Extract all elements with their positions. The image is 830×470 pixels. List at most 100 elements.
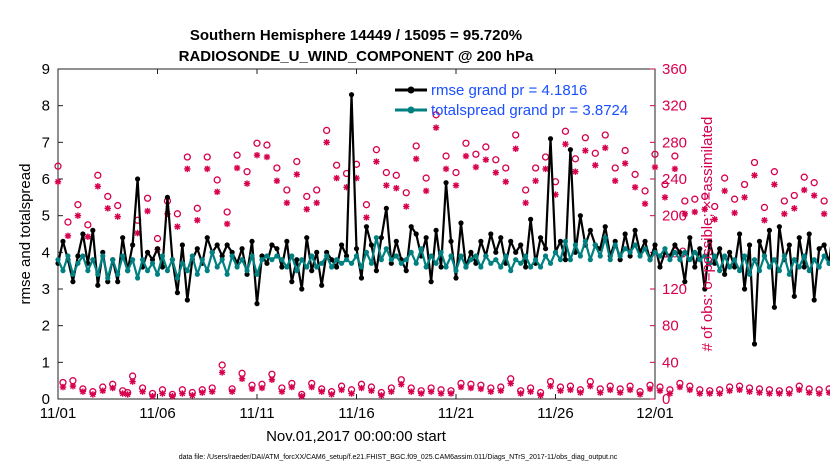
obs-possible-point bbox=[701, 192, 709, 201]
rmse-point bbox=[682, 279, 688, 285]
obs-possible-point bbox=[810, 179, 818, 187]
obs-assimilated-point bbox=[815, 390, 823, 397]
obs-possible-point bbox=[591, 149, 599, 157]
rmse-point bbox=[617, 257, 623, 263]
totalspread-point bbox=[732, 257, 738, 263]
obs-assimilated-point bbox=[199, 389, 206, 396]
obs-assimilated-point bbox=[487, 388, 495, 395]
rmse-point bbox=[657, 264, 663, 270]
obs-possible-point bbox=[621, 146, 629, 155]
obs-assimilated-point bbox=[547, 382, 554, 390]
obs-assimilated-point bbox=[233, 164, 241, 172]
obs-possible-point bbox=[661, 180, 669, 189]
totalspread-point bbox=[687, 257, 693, 263]
totalspread-point bbox=[403, 257, 409, 263]
obs-possible-point bbox=[472, 150, 480, 158]
totalspread-point bbox=[358, 264, 365, 270]
obs-assimilated-point bbox=[348, 390, 355, 397]
obs-assimilated-point bbox=[189, 392, 196, 399]
y-tick-label-right: 200 bbox=[662, 208, 687, 225]
rmse-point bbox=[816, 246, 822, 252]
obs-assimilated-point bbox=[323, 139, 330, 146]
obs-possible-point bbox=[203, 153, 211, 161]
totalspread-point bbox=[80, 253, 86, 259]
totalspread-point bbox=[443, 264, 449, 270]
obs-possible-point bbox=[691, 195, 699, 203]
obs-assimilated-point bbox=[422, 187, 430, 195]
totalspread-point bbox=[657, 253, 663, 259]
totalspread-point bbox=[110, 257, 116, 263]
rmse-point bbox=[348, 92, 355, 98]
y-tick-label-right: 240 bbox=[662, 171, 687, 188]
obs-possible-point bbox=[462, 139, 470, 147]
totalspread-point bbox=[503, 253, 509, 259]
obs-possible-point bbox=[432, 111, 440, 119]
totalspread-point bbox=[428, 253, 434, 259]
obs-assimilated-point bbox=[567, 386, 574, 394]
rmse-point bbox=[184, 297, 190, 303]
totalspread-point bbox=[622, 246, 628, 252]
totalspread-point bbox=[796, 264, 802, 270]
totalspread-point bbox=[189, 253, 195, 259]
obs-assimilated-point bbox=[736, 386, 743, 394]
rmse-point bbox=[518, 242, 524, 248]
totalspread-point bbox=[627, 249, 633, 255]
obs-assimilated-point bbox=[517, 390, 524, 397]
rmse-point bbox=[557, 238, 564, 244]
obs-assimilated-point bbox=[447, 390, 455, 397]
obs-assimilated-point bbox=[681, 210, 689, 218]
obs-assimilated-point bbox=[746, 388, 753, 395]
totalspread-point bbox=[702, 253, 708, 259]
rmse-point bbox=[627, 253, 633, 259]
rmse-point bbox=[204, 235, 210, 241]
totalspread-point bbox=[662, 246, 668, 252]
x-tick-label: 11/16 bbox=[338, 405, 374, 422]
totalspread-point bbox=[642, 246, 648, 252]
totalspread-point bbox=[329, 264, 335, 270]
rmse-point bbox=[149, 257, 156, 263]
totalspread-point bbox=[697, 257, 703, 263]
totalspread-point bbox=[816, 264, 822, 270]
rmse-point bbox=[299, 286, 305, 292]
obs-assimilated-point bbox=[602, 144, 609, 152]
x-tick-label: 11/26 bbox=[537, 405, 573, 422]
obs-assimilated-point bbox=[248, 385, 256, 393]
totalspread-point bbox=[781, 253, 787, 259]
rmse-point bbox=[433, 227, 439, 233]
y-axis-right: 04080120160200240280320360 bbox=[650, 61, 687, 408]
rmse-point bbox=[239, 246, 245, 252]
obs-assimilated-point bbox=[825, 389, 830, 396]
totalspread-point bbox=[60, 268, 66, 274]
obs-assimilated-point bbox=[119, 390, 126, 397]
obs-assimilated-point bbox=[59, 383, 67, 391]
obs-possible-point bbox=[750, 158, 759, 167]
obs-assimilated-point bbox=[646, 385, 654, 393]
rmse-point bbox=[513, 249, 519, 255]
rmse-point bbox=[403, 268, 409, 274]
obs-possible-point bbox=[64, 218, 72, 226]
totalspread-point bbox=[717, 268, 723, 274]
obs-possible-point bbox=[143, 194, 152, 202]
obs-assimilated-point bbox=[432, 124, 440, 131]
obs-assimilated-point bbox=[109, 384, 116, 392]
x-axis-label: Nov.01,2017 00:00:00 start bbox=[266, 428, 447, 445]
obs-possible-point bbox=[442, 152, 450, 160]
rmse-point bbox=[135, 176, 141, 182]
y-axis-left-label: rmse and totalspread bbox=[17, 164, 34, 305]
y-tick-label-left: 6 bbox=[42, 171, 50, 188]
obs-assimilated-point bbox=[298, 393, 305, 400]
rmse-point bbox=[697, 246, 703, 252]
totalspread-point bbox=[100, 253, 106, 259]
obs-assimilated-point bbox=[179, 390, 186, 397]
totalspread-point bbox=[149, 260, 156, 266]
obs-possible-point bbox=[492, 156, 500, 164]
obs-assimilated-point bbox=[716, 390, 723, 397]
chart-title-line-1: Southern Hemisphere 14449 / 15095 = 95.7… bbox=[190, 27, 522, 44]
obs-possible-point bbox=[641, 187, 649, 195]
totalspread-point bbox=[334, 257, 340, 263]
rmse-point bbox=[438, 264, 444, 270]
obs-assimilated-point bbox=[741, 194, 748, 201]
obs-possible-point bbox=[531, 164, 540, 172]
obs-assimilated-point bbox=[641, 200, 649, 207]
obs-assimilated-point bbox=[492, 169, 499, 176]
